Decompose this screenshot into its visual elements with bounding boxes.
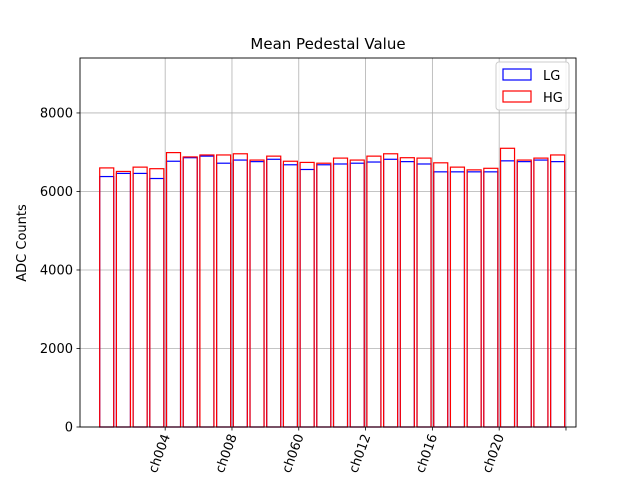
- bar-lg: [550, 161, 566, 428]
- bar-lg: [516, 161, 532, 428]
- bars-group: [99, 147, 566, 428]
- bar-hg: [232, 153, 248, 428]
- bar-hg: [316, 162, 332, 428]
- plot-frame: [79, 57, 577, 428]
- bar-lg: [165, 160, 182, 428]
- bar-lg: [433, 171, 449, 428]
- bar-hg: [332, 157, 349, 428]
- x-tick-label: ch008: [213, 432, 241, 475]
- x-tick-label: ch016: [413, 432, 441, 475]
- bar-lg: [399, 161, 415, 428]
- bar-lg: [299, 168, 315, 428]
- y-axis-label: ADC Counts: [15, 204, 30, 282]
- bar-hg: [383, 153, 399, 428]
- bar-hg: [182, 156, 198, 428]
- bar-hg: [449, 166, 466, 428]
- bar-lg: [199, 155, 215, 428]
- x-tick-label: ch004: [146, 432, 174, 475]
- y-tick-label: 6000: [40, 185, 73, 200]
- bar-lg: [449, 171, 466, 428]
- bar-lg: [416, 163, 432, 428]
- bar-hg: [399, 157, 415, 428]
- bar-hg: [132, 166, 148, 428]
- y-tick-label: 4000: [40, 263, 73, 278]
- bar-lg: [383, 158, 399, 428]
- y-tick-label: 0: [65, 421, 73, 436]
- x-tick-label: ch012: [346, 432, 374, 475]
- bar-hg: [282, 160, 299, 428]
- grid-lines: [80, 58, 576, 428]
- tick-labels: 0 2000 4000 6000 8000 ch004 ch008 ch060 ch012 ch0…: [40, 106, 567, 475]
- bar-hg: [499, 147, 516, 428]
- bar-lg: [332, 163, 349, 428]
- bar-hg: [165, 152, 182, 428]
- bar-lg: [249, 161, 265, 428]
- bar-hg: [199, 154, 215, 428]
- bar-lg: [466, 171, 482, 428]
- legend-swatch-hg: [502, 90, 532, 103]
- bar-lg: [349, 162, 365, 428]
- bar-hg: [99, 167, 115, 428]
- y-tick-label: 8000: [40, 106, 73, 121]
- bar-lg: [182, 157, 198, 428]
- bar-hg: [516, 159, 532, 428]
- bar-lg: [216, 162, 232, 428]
- x-tick-label: ch020: [480, 432, 508, 475]
- chart-title: Mean Pedestal Value: [250, 35, 405, 53]
- bar-lg: [533, 159, 549, 428]
- bar-hg: [533, 157, 549, 428]
- bar-hg: [249, 159, 265, 428]
- bar-hg: [216, 154, 232, 428]
- bar-lg: [99, 175, 115, 428]
- bar-lg: [232, 159, 248, 428]
- legend-swatch-lg: [502, 68, 532, 81]
- bar-hg: [466, 169, 482, 428]
- bar-hg: [149, 168, 165, 428]
- bar-lg: [499, 160, 516, 428]
- bar-lg: [115, 172, 132, 428]
- bar-lg: [282, 164, 299, 428]
- bar-lg: [366, 161, 382, 428]
- legend: LG HG: [495, 61, 570, 111]
- bar-lg: [266, 158, 282, 428]
- legend-label-lg: LG: [543, 69, 560, 84]
- bar-hg: [550, 154, 566, 428]
- bar-lg: [149, 177, 165, 428]
- bar-hg: [115, 170, 132, 428]
- axes-frame: [79, 57, 577, 428]
- x-tick-label: ch060: [280, 432, 308, 475]
- bar-hg: [266, 155, 282, 428]
- bar-hg: [366, 155, 382, 428]
- legend-label-hg: HG: [543, 91, 563, 106]
- bar-hg: [416, 157, 432, 428]
- bar-hg: [349, 159, 365, 428]
- bar-hg: [433, 162, 449, 428]
- y-tick-label: 2000: [40, 342, 73, 357]
- bar-hg: [483, 167, 499, 428]
- bar-hg: [299, 161, 315, 428]
- bar-lg: [316, 164, 332, 428]
- bar-lg: [483, 171, 499, 428]
- bar-lg: [132, 172, 148, 428]
